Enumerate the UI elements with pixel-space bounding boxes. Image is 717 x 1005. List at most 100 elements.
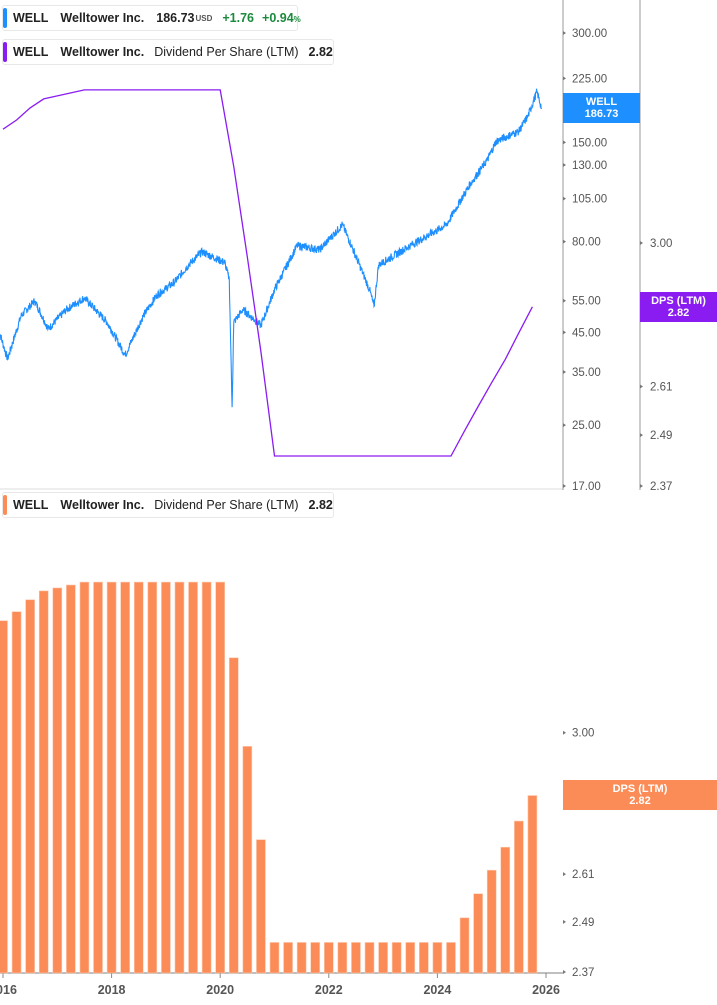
price-tick-mark [563, 196, 566, 201]
dps-bar [514, 820, 524, 974]
dps-bar [93, 581, 103, 974]
legend-color-bar [3, 8, 7, 28]
dps-bar [351, 942, 361, 974]
price-tick-label: 130.00 [572, 160, 607, 172]
legend-company: Welltower Inc. [60, 45, 145, 59]
badge-value: 2.82 [667, 307, 690, 319]
x-tick-label: 2026 [532, 983, 560, 997]
dps-bar [500, 846, 511, 974]
dps-tick-mark [640, 484, 643, 488]
bar-y-tick-mark [563, 730, 566, 735]
dps-bar [215, 581, 225, 974]
dps-tick-label: 2.37 [650, 481, 672, 493]
price-tick-label: 80.00 [572, 237, 601, 249]
bar-y-tick-label: 2.49 [572, 917, 594, 929]
dps-tick-label: 3.00 [650, 238, 672, 250]
dps-tick-label: 2.61 [650, 382, 672, 394]
dps-bar [432, 942, 443, 974]
price-tick-label: 45.00 [572, 327, 601, 339]
x-tick-label: 2020 [206, 983, 234, 997]
dps-bar [364, 942, 375, 974]
badge-value: 2.82 [629, 795, 651, 807]
dps-bar [79, 581, 90, 974]
legend-change: +1.76 [222, 11, 255, 25]
dps-bar [66, 584, 76, 974]
price-tick-mark [563, 31, 566, 35]
legend-ticker: WELL [13, 498, 49, 512]
dps-bar [201, 581, 212, 974]
dps-bar [269, 942, 280, 974]
bar-y-tick-label: 3.00 [572, 728, 594, 740]
x-tick-label: 2018 [98, 983, 126, 997]
bar-y-tick-mark [563, 919, 566, 924]
dps-bar [120, 581, 130, 974]
bar-y-tick-label: 2.61 [572, 869, 594, 881]
dps-tick-mark [640, 433, 643, 438]
price-tick-label: 150.00 [572, 137, 607, 149]
price-tick-label: 105.00 [572, 194, 607, 206]
price-tick-label: 225.00 [572, 73, 607, 85]
dps-bar [242, 746, 253, 974]
legend-ticker: WELL [13, 11, 49, 25]
dps-bar [391, 942, 402, 974]
dps-bar [405, 942, 416, 974]
dps-bar [38, 590, 49, 974]
price-tick-mark [563, 140, 566, 145]
dps-bar [310, 942, 321, 974]
price-tick-mark [563, 162, 566, 167]
dps-badge-top: DPS (LTM) 2.82 [640, 292, 717, 322]
bar-y-tick-mark [563, 872, 566, 877]
dps-bar [323, 942, 334, 974]
price-tick-mark [563, 370, 566, 375]
legend-value: 2.82 [308, 45, 333, 59]
legend-value: 2.82 [308, 498, 333, 512]
dps-legend-top[interactable]: WELL Welltower Inc. Dividend Per Share (… [2, 39, 334, 65]
price-badge: WELL 186.73 [563, 93, 640, 123]
price-tick-mark [563, 483, 566, 488]
x-tick-label: 2022 [315, 983, 343, 997]
dps-bar [11, 611, 22, 974]
dps-tick-mark [640, 240, 643, 245]
pct-sign: % [293, 15, 301, 24]
dps-bar [283, 942, 293, 974]
dps-bar [0, 620, 8, 974]
price-tick-label: 17.00 [572, 481, 601, 493]
price-tick-label: 300.00 [572, 28, 607, 40]
dps-legend-bottom[interactable]: WELL Welltower Inc. Dividend Per Share (… [2, 492, 334, 518]
dps-bar [228, 657, 239, 974]
legend-company: Welltower Inc. [60, 498, 145, 512]
legend-color-bar [3, 42, 7, 62]
badge-label: DPS (LTM) [612, 783, 668, 795]
dps-bar [25, 599, 35, 974]
legend-metric: Dividend Per Share (LTM) [154, 45, 299, 59]
price-tick-mark [563, 76, 566, 81]
dps-bar [446, 942, 456, 974]
dps-bar [459, 917, 470, 974]
bar-y-tick-mark [563, 970, 566, 974]
dps-badge-bottom: DPS (LTM) 2.82 [563, 780, 717, 810]
change-pct-value: +0.94 [262, 11, 294, 25]
legend-price: 186.73 [156, 11, 195, 25]
price-tick-label: 55.00 [572, 296, 601, 308]
legend-currency: USD [195, 13, 213, 23]
dps-bar [133, 581, 144, 974]
price-tick-mark [563, 298, 566, 303]
bar-y-tick-label: 2.37 [572, 967, 594, 979]
price-tick-label: 25.00 [572, 420, 601, 432]
legend-change-pct: +0.94% [262, 11, 301, 25]
dps-bar [527, 795, 538, 974]
dps-bar [296, 942, 307, 974]
dps-bar [52, 587, 63, 974]
dps-bar [161, 581, 171, 974]
legend-ticker: WELL [13, 45, 49, 59]
dps-bar [106, 581, 117, 974]
legend-metric: Dividend Per Share (LTM) [154, 498, 299, 512]
dps-bar [486, 869, 497, 974]
price-legend[interactable]: WELL Welltower Inc. 186.73 USD +1.76 +0.… [2, 5, 301, 31]
badge-label: WELL [585, 96, 618, 108]
x-tick-label: 2024 [423, 983, 451, 997]
price-tick-label: 35.00 [572, 367, 601, 379]
legend-company: Welltower Inc. [60, 11, 145, 25]
dps-bar [378, 942, 388, 974]
